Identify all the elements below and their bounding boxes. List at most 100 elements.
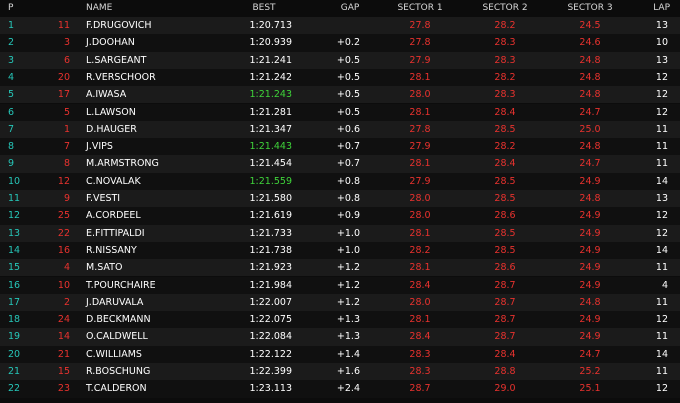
s3-cell: 24.9: [579, 227, 601, 239]
car-cell: 5: [63, 106, 70, 118]
pos-cell: 10: [8, 175, 21, 187]
s3-cell: 24.9: [579, 210, 601, 222]
lap-cell: 4: [661, 279, 668, 291]
s3-cell: 24.9: [579, 262, 601, 274]
s1-cell: 28.4: [409, 279, 431, 291]
name-cell: M.ARMSTRONG: [86, 158, 159, 170]
gap-cell: +0.8: [336, 175, 360, 187]
s1-cell: 28.7: [409, 383, 431, 395]
driver-row: 4 20 R.VERSCHOOR 1:21.242 +0.5 28.1 28.2 24.8 12: [0, 68, 680, 87]
driver-row: 15 4 M.SATO 1:21.923 +1.2 28.1 28.6 24.9 11: [0, 259, 680, 277]
lap-cell: 14: [655, 175, 668, 187]
driver-row: 3 6 L.SARGEANT 1:21.241 +0.5 27.9 28.3 24.8 13: [0, 51, 680, 69]
car-cell: 16: [57, 244, 70, 256]
best-cell: 1:22.075: [249, 314, 293, 326]
lap-cell: 11: [655, 141, 668, 153]
s3-cell: 24.8: [579, 71, 601, 83]
pos-cell: 2: [8, 37, 15, 49]
header-cell: SECTOR 3: [567, 3, 613, 13]
gap-cell: +1.3: [336, 331, 360, 343]
best-cell: 1:21.242: [249, 71, 293, 83]
s2-cell: 29.0: [494, 383, 516, 395]
gap-cell: +1.0: [336, 227, 360, 239]
s3-cell: 24.7: [579, 106, 601, 118]
s3-cell: 24.7: [579, 348, 601, 360]
best-cell: 1:22.122: [249, 348, 293, 360]
s3-cell: 24.8: [579, 141, 601, 153]
s2-cell: 28.6: [494, 210, 516, 222]
lap-cell: 13: [655, 193, 668, 204]
lap-cell: 11: [655, 123, 668, 135]
s3-cell: 25.2: [579, 366, 601, 377]
best-cell: 1:21.984: [249, 279, 293, 291]
name-cell: J.VIPS: [86, 141, 113, 153]
lap-cell: 14: [655, 244, 668, 256]
s3-cell: 24.9: [579, 244, 601, 256]
name-cell: R.BOSCHUNG: [86, 366, 151, 377]
car-cell: 9: [63, 193, 70, 204]
s1-cell: 27.8: [409, 20, 431, 31]
best-cell: 1:23.113: [249, 383, 293, 395]
s2-cell: 28.8: [494, 366, 516, 377]
driver-row: 9 8 M.ARMSTRONG 1:21.454 +0.7 28.1 28.4 24.7 11: [0, 155, 680, 173]
best-cell: 1:21.738: [249, 244, 293, 256]
gap-cell: +1.2: [336, 262, 360, 274]
car-cell: 1: [63, 123, 70, 135]
s1-cell: 27.9: [409, 175, 431, 187]
pos-cell: 14: [8, 244, 21, 256]
s1-cell: 28.1: [409, 227, 431, 239]
s3-cell: 24.9: [579, 279, 601, 291]
s1-cell: 28.3: [409, 348, 431, 360]
car-cell: 2: [63, 296, 70, 308]
s2-cell: 28.5: [494, 123, 516, 135]
s2-cell: 28.2: [494, 71, 516, 83]
name-cell: C.WILLIAMS: [86, 348, 142, 360]
pos-cell: 1: [8, 20, 15, 31]
lap-cell: 11: [655, 366, 668, 377]
s1-cell: 27.8: [409, 123, 431, 135]
name-cell: F.DRUGOVICH: [86, 20, 152, 31]
pos-cell: 5: [8, 89, 15, 101]
s1-cell: 27.9: [409, 54, 431, 66]
car-cell: 4: [63, 262, 70, 274]
s1-cell: 28.1: [409, 314, 431, 326]
car-cell: 24: [57, 314, 70, 326]
driver-row: 1 11 F.DRUGOVICH 1:20.713 27.8 28.2 24.5 13: [0, 17, 680, 35]
pos-cell: 3: [8, 54, 15, 66]
pos-cell: 16: [8, 279, 21, 291]
car-cell: 10: [57, 279, 70, 291]
s3-cell: 24.8: [579, 193, 601, 204]
gap-cell: +0.5: [336, 89, 360, 101]
s1-cell: 28.0: [409, 296, 431, 308]
gap-cell: +0.5: [336, 54, 360, 66]
name-cell: T.POURCHAIRE: [86, 279, 156, 291]
best-cell: 1:21.619: [249, 210, 293, 222]
lap-cell: 14: [655, 348, 668, 360]
gap-cell: +1.0: [336, 244, 360, 256]
lap-cell: 12: [655, 227, 668, 239]
header-row: P NAME BEST GAP SECTOR 1 SECTOR 2 SECTOR…: [0, 0, 680, 16]
best-cell: 1:21.923: [249, 262, 293, 274]
name-cell: C.NOVALAK: [86, 175, 141, 187]
car-cell: 8: [63, 158, 70, 170]
s2-cell: 28.5: [494, 175, 516, 187]
best-cell: 1:21.580: [249, 193, 293, 204]
name-cell: A.IWASA: [86, 89, 127, 101]
s2-cell: 28.7: [494, 296, 516, 308]
s1-cell: 28.1: [409, 106, 431, 118]
s2-cell: 28.5: [494, 244, 516, 256]
car-cell: 15: [57, 366, 70, 377]
s2-cell: 28.2: [494, 141, 516, 153]
best-cell: 1:20.713: [249, 20, 293, 31]
s2-cell: 28.3: [494, 89, 516, 101]
driver-row: 12 25 A.CORDEEL 1:21.619 +0.9 28.0 28.6 24.9 12: [0, 207, 680, 225]
gap-cell: +0.2: [336, 37, 360, 49]
pos-cell: 17: [8, 296, 21, 308]
car-cell: 20: [57, 71, 70, 83]
s2-cell: 28.7: [494, 314, 516, 326]
name-cell: M.SATO: [86, 262, 123, 274]
car-cell: 17: [57, 89, 70, 101]
s1-cell: 28.0: [409, 89, 431, 101]
pos-cell: 13: [8, 227, 21, 239]
